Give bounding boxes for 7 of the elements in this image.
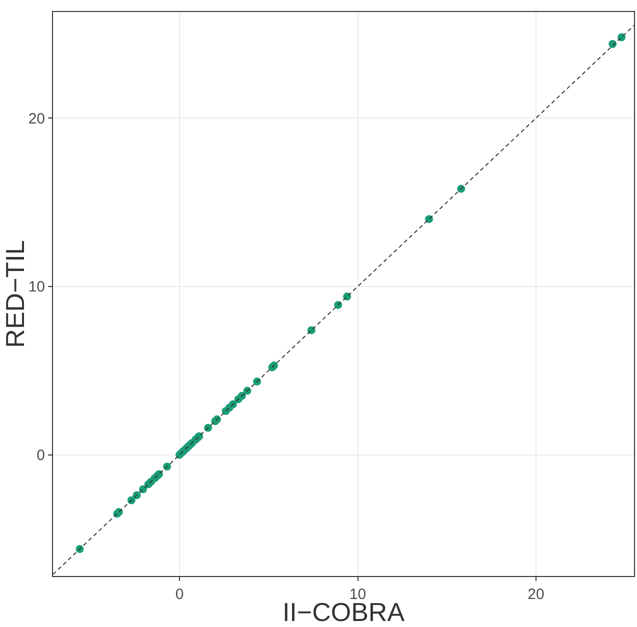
y-tick-label: 10 (28, 278, 45, 296)
y-axis-title: RED−TIL (0, 240, 30, 348)
x-tick-label: 10 (349, 586, 366, 603)
y-tick-label: 0 (36, 447, 45, 464)
x-tick-label: 20 (528, 586, 544, 603)
x-tick-label: 0 (175, 586, 184, 603)
y-tick-label: 20 (28, 110, 45, 128)
